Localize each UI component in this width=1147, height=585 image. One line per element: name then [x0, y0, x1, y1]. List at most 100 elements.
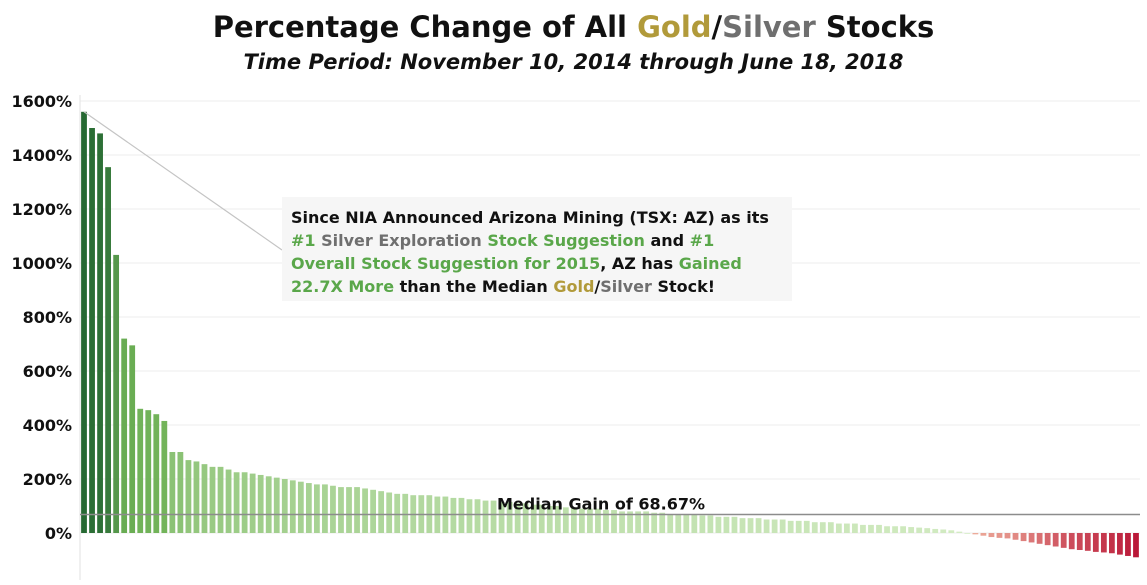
bar — [811, 522, 818, 533]
bar — [956, 531, 963, 533]
bar — [723, 516, 730, 533]
bar — [595, 508, 601, 533]
bar — [1020, 533, 1027, 542]
y-tick-label: 200% — [23, 470, 72, 489]
bar — [827, 522, 834, 533]
bar — [1117, 533, 1123, 555]
bar — [506, 501, 513, 533]
bar — [900, 526, 906, 533]
callout-text-segment: Since NIA Announced Arizona Mining (TSX:… — [291, 208, 769, 227]
bar — [948, 530, 955, 533]
y-tick-label: 0% — [45, 524, 72, 543]
bar — [466, 499, 473, 533]
bar — [835, 523, 842, 533]
bar — [771, 519, 778, 533]
bar — [273, 477, 280, 533]
bar — [803, 520, 810, 533]
bar — [972, 533, 979, 535]
bar — [980, 533, 987, 536]
bar — [1133, 533, 1139, 558]
bar — [932, 528, 939, 533]
bar — [852, 523, 858, 533]
bar — [346, 487, 352, 533]
bar — [659, 512, 666, 533]
median-label: Median Gain of 68.67% — [497, 494, 705, 513]
bar — [554, 506, 561, 533]
bar — [81, 111, 87, 534]
bar — [209, 466, 216, 533]
bar — [394, 493, 401, 533]
bar — [884, 526, 890, 533]
bar — [868, 524, 874, 533]
bar — [643, 511, 650, 533]
bar — [1109, 533, 1115, 554]
title-gold-word: Gold — [637, 10, 712, 44]
bar — [627, 511, 633, 533]
bar — [562, 507, 569, 533]
callout-text-segment: Silver — [600, 277, 652, 296]
callout-text-segment: #1 — [291, 231, 316, 250]
bar — [113, 254, 120, 533]
bar — [322, 484, 328, 533]
callout-text-segment: Stock! — [651, 277, 716, 296]
bar — [699, 515, 706, 533]
bar — [1060, 533, 1067, 548]
bar — [97, 133, 103, 533]
bar — [731, 516, 738, 533]
bar — [257, 474, 264, 533]
bar — [546, 506, 553, 533]
bar — [1012, 533, 1019, 540]
y-tick-label: 1600% — [11, 92, 72, 111]
callout-text-segment: , AZ has — [600, 254, 679, 273]
bar — [747, 518, 754, 533]
bar — [763, 519, 770, 533]
y-axis: 0% 200% 400% 600% 800% 1000% 1200% 1400% 1600% — [11, 92, 81, 580]
y-tick-label: 800% — [23, 308, 72, 327]
bar — [225, 469, 232, 533]
bar — [169, 452, 176, 533]
bar — [1100, 533, 1107, 553]
bar — [779, 519, 786, 533]
bar — [1084, 533, 1091, 551]
bar — [490, 500, 497, 533]
bar — [892, 526, 898, 533]
bar — [193, 461, 200, 533]
bar — [787, 520, 794, 533]
bar — [297, 481, 304, 533]
annotation-callout: Since NIA Announced Arizona Mining (TSX:… — [282, 197, 792, 301]
title-silver-word: Silver — [722, 10, 816, 44]
y-tick-label: 1200% — [11, 200, 72, 219]
bar — [860, 524, 866, 533]
title-suffix: Stocks — [815, 10, 935, 44]
bar — [386, 492, 393, 533]
chart-title: Percentage Change of All Gold/Silver Sto… — [0, 10, 1147, 44]
bar — [161, 420, 168, 533]
bar — [579, 508, 585, 533]
bar — [370, 489, 376, 533]
bar — [1076, 533, 1083, 551]
bar — [185, 460, 192, 533]
bar — [795, 520, 802, 533]
callout-text-segment: Gold — [553, 277, 595, 296]
bar — [450, 497, 457, 533]
bar — [683, 514, 690, 533]
bar — [217, 466, 224, 533]
callout-text-segment: Gained 22.7X More — [291, 254, 742, 296]
bar — [1004, 533, 1011, 539]
bar — [145, 410, 152, 533]
bar — [121, 338, 128, 533]
bar — [177, 452, 184, 533]
bar — [314, 484, 320, 533]
bar — [1092, 533, 1099, 552]
bar — [651, 512, 658, 533]
bar — [354, 487, 360, 533]
bar — [482, 500, 489, 533]
title-prefix: Percentage Change of All — [212, 10, 638, 44]
callout-leader-line — [83, 111, 283, 251]
bar — [522, 503, 529, 533]
bar — [241, 472, 248, 533]
bar — [474, 499, 481, 533]
chart-subtitle: Time Period: November 10, 2014 through J… — [243, 50, 904, 74]
bar — [587, 508, 593, 533]
bar — [1068, 533, 1075, 550]
